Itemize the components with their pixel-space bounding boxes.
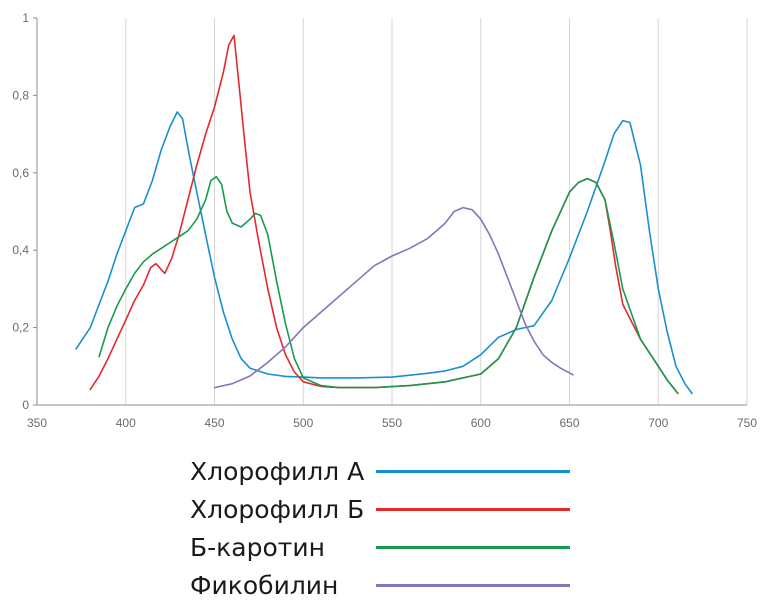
legend-swatch	[376, 583, 570, 587]
x-tick-label: 550	[382, 416, 402, 430]
series-line-0	[75, 111, 693, 395]
legend-item-chlorophyll-b: Хлорофилл Б	[190, 490, 590, 528]
legend-label: Хлорофилл А	[190, 456, 365, 486]
y-tick-label: 0,2	[12, 321, 29, 335]
x-tick-label: 750	[737, 416, 757, 430]
y-tick-marks	[33, 17, 37, 406]
legend-label: Хлорофилл Б	[190, 494, 365, 524]
y-tick-label: 0	[22, 398, 29, 412]
series-lines	[75, 34, 693, 395]
vertical-gridlines	[125, 18, 748, 405]
legend-item-chlorophyll-a: Хлорофилл А	[190, 452, 590, 490]
series-line-1	[89, 34, 679, 395]
x-tick-label: 700	[648, 416, 668, 430]
series-line-2	[98, 175, 679, 395]
x-tick-label: 450	[204, 416, 224, 430]
y-tick-label: 0,4	[12, 243, 29, 257]
y-tick-labels: 0 0,2 0,4 0,6 0,8 1	[12, 11, 29, 412]
x-tick-label: 400	[116, 416, 136, 430]
legend-swatch	[376, 507, 570, 511]
x-tick-label: 350	[27, 416, 47, 430]
x-tick-labels: 350 400 450 500 550 600 650 700 750	[27, 416, 757, 430]
legend-item-beta-carotene: Б-каротин	[190, 528, 590, 566]
legend-swatch	[376, 545, 570, 549]
y-tick-label: 0,6	[12, 166, 29, 180]
legend-label: Фикобилин	[190, 570, 339, 600]
legend-label: Б-каротин	[190, 532, 325, 562]
x-tick-label: 500	[293, 416, 313, 430]
x-tick-label: 650	[559, 416, 579, 430]
x-tick-label: 600	[471, 416, 491, 430]
legend-swatch	[376, 469, 570, 473]
y-tick-label: 1	[22, 11, 29, 25]
y-tick-label: 0,8	[12, 88, 29, 102]
legend: Хлорофилл А Хлорофилл Б Б-каротин Фикоби…	[190, 452, 590, 604]
spectrum-chart: 350 400 450 500 550 600 650 700 750 0 0,2 0,4 0,6 0,…	[12, 11, 757, 430]
series-line-3	[213, 206, 574, 389]
legend-item-phycobilin: Фикобилин	[190, 566, 590, 604]
